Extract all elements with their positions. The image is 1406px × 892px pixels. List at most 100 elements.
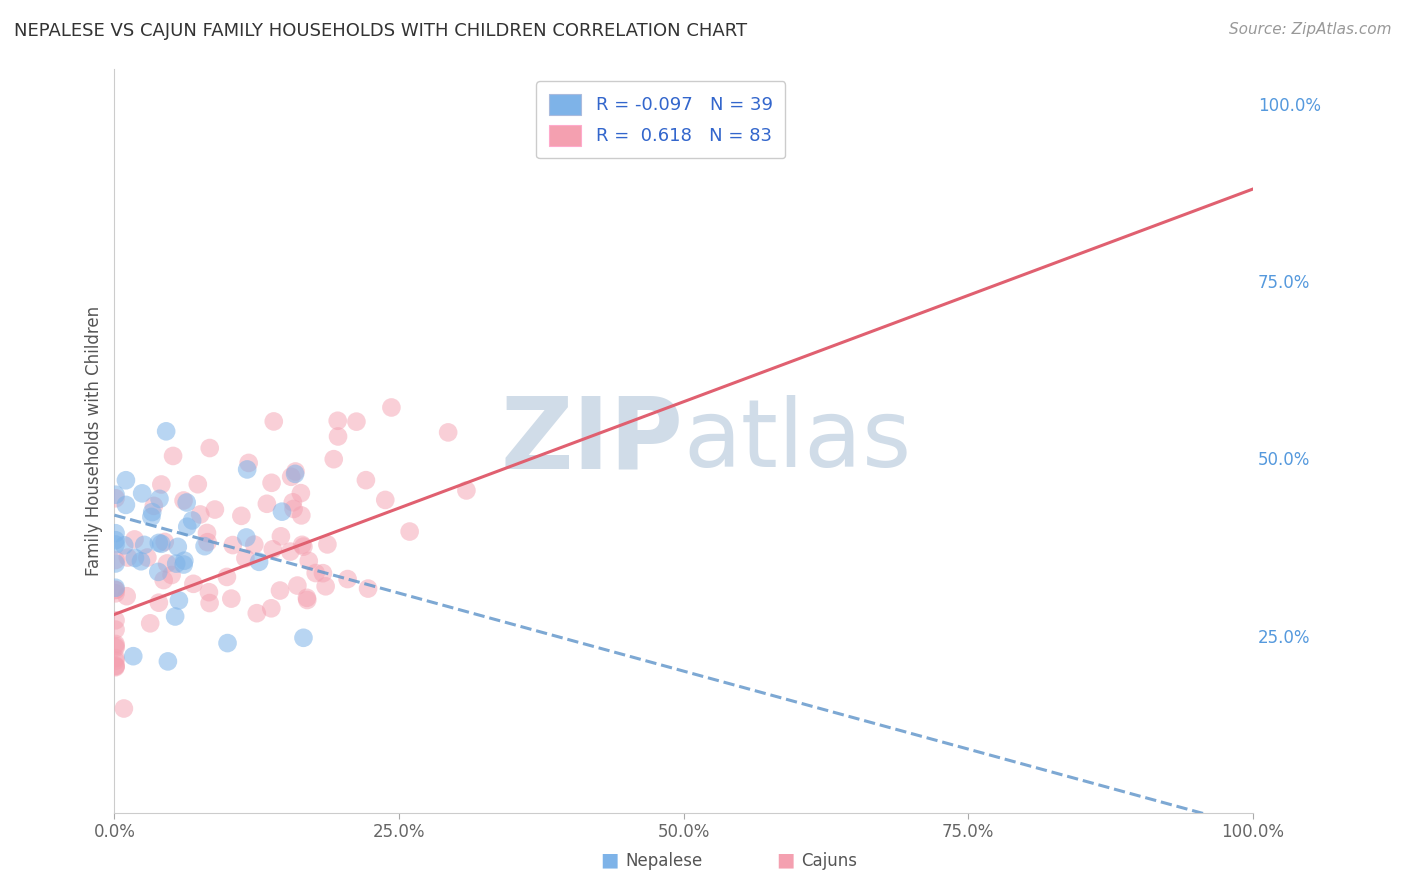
Text: Cajuns: Cajuns: [801, 852, 858, 870]
Point: [221, 591, 243, 606]
Point: [160, 568, 183, 582]
Text: ■: ■: [776, 851, 794, 870]
Point: [150, 477, 173, 491]
Point: [326, 414, 349, 428]
Point: [194, 539, 217, 553]
Point: [104, 582, 127, 597]
Point: [187, 477, 209, 491]
Text: Nepalese: Nepalese: [626, 852, 703, 870]
Text: NEPALESE VS CAJUN FAMILY HOUSEHOLDS WITH CHILDREN CORRELATION CHART: NEPALESE VS CAJUN FAMILY HOUSEHOLDS WITH…: [14, 22, 747, 40]
Point: [287, 578, 309, 592]
Point: [181, 513, 204, 527]
Point: [167, 593, 190, 607]
Point: [139, 616, 162, 631]
Point: [104, 659, 127, 673]
Point: [195, 526, 218, 541]
Point: [104, 533, 127, 548]
Point: [136, 550, 159, 565]
Point: [316, 537, 339, 551]
Point: [104, 581, 127, 595]
Point: [104, 654, 127, 668]
Point: [198, 585, 221, 599]
Legend: R = -0.097   N = 39, R =  0.618   N = 83: R = -0.097 N = 39, R = 0.618 N = 83: [536, 81, 786, 158]
Point: [104, 526, 127, 541]
Point: [122, 649, 145, 664]
Point: [198, 596, 221, 610]
Point: [336, 572, 359, 586]
Point: [188, 508, 211, 522]
Point: [115, 498, 138, 512]
Point: [104, 557, 127, 571]
Point: [262, 542, 284, 557]
Point: [131, 486, 153, 500]
Point: [156, 654, 179, 668]
Point: [204, 502, 226, 516]
Point: [217, 636, 239, 650]
Point: [260, 475, 283, 490]
Point: [112, 701, 135, 715]
Y-axis label: Family Households with Children: Family Households with Children: [86, 306, 103, 575]
Point: [246, 606, 269, 620]
Point: [243, 538, 266, 552]
Point: [166, 540, 188, 554]
Point: [215, 570, 238, 584]
Point: [104, 651, 127, 665]
Point: [222, 538, 245, 552]
Point: [104, 660, 127, 674]
Point: [312, 566, 335, 581]
Point: [283, 502, 305, 516]
Point: [284, 467, 307, 481]
Point: [150, 537, 173, 551]
Point: [148, 536, 170, 550]
Point: [256, 497, 278, 511]
Point: [374, 492, 396, 507]
Point: [104, 658, 127, 673]
Point: [236, 462, 259, 476]
Point: [290, 508, 312, 523]
Point: [148, 565, 170, 579]
Point: [115, 589, 138, 603]
Point: [280, 470, 302, 484]
Point: [271, 505, 294, 519]
Point: [104, 488, 127, 502]
Point: [104, 639, 127, 653]
Point: [104, 553, 127, 567]
Point: [165, 557, 187, 571]
Point: [305, 566, 328, 580]
Point: [104, 491, 127, 506]
Point: [292, 540, 315, 554]
Text: ZIP: ZIP: [501, 392, 683, 489]
Point: [141, 509, 163, 524]
Point: [346, 415, 368, 429]
Point: [295, 591, 318, 605]
Point: [292, 631, 315, 645]
Point: [176, 495, 198, 509]
Point: [141, 505, 163, 519]
Point: [112, 538, 135, 552]
Point: [183, 577, 205, 591]
Point: [281, 495, 304, 509]
Point: [104, 640, 127, 655]
Point: [269, 583, 291, 598]
Point: [117, 550, 139, 565]
Point: [124, 533, 146, 547]
Point: [291, 538, 314, 552]
Point: [235, 551, 257, 566]
Point: [198, 441, 221, 455]
Point: [278, 544, 301, 558]
Point: [290, 486, 312, 500]
Point: [162, 449, 184, 463]
Point: [235, 531, 257, 545]
Point: [238, 456, 260, 470]
Point: [104, 586, 127, 600]
Point: [298, 554, 321, 568]
Point: [152, 573, 174, 587]
Point: [173, 558, 195, 572]
Point: [148, 596, 170, 610]
Point: [165, 609, 187, 624]
Point: [284, 465, 307, 479]
Point: [270, 529, 292, 543]
Point: [104, 637, 127, 651]
Point: [322, 452, 344, 467]
Point: [142, 499, 165, 513]
